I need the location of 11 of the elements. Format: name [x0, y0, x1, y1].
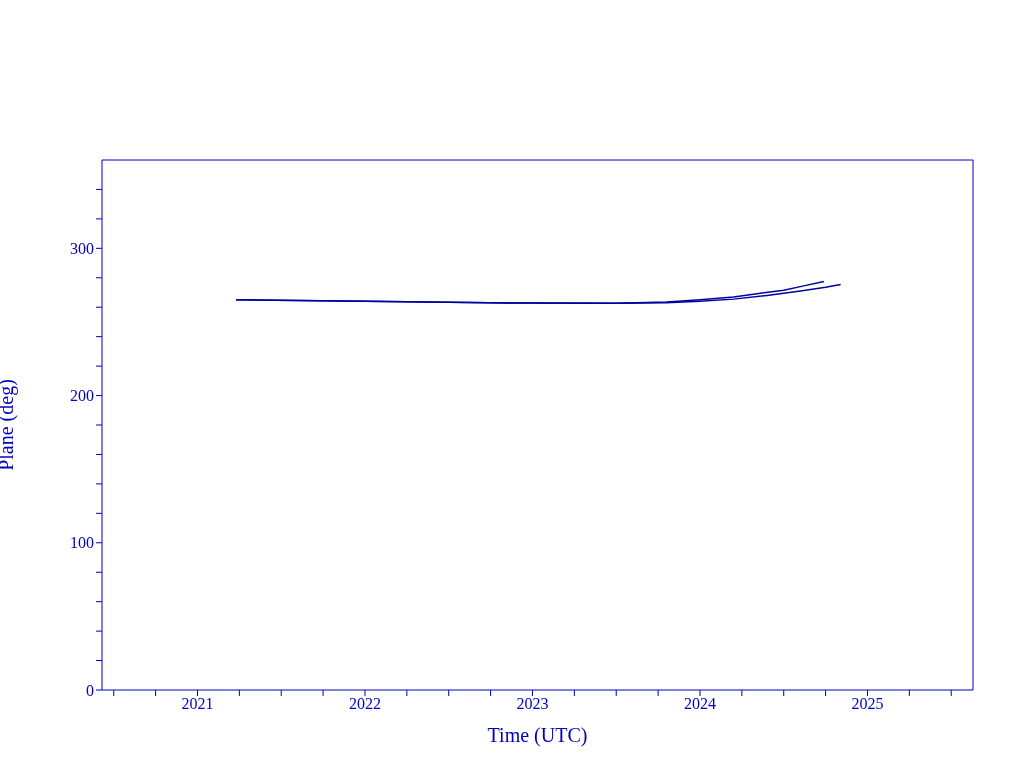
y-tick-label: 200 — [70, 387, 94, 405]
x-tick-label: 2023 — [516, 695, 549, 713]
y-tick-label: 300 — [70, 240, 94, 258]
x-tick-label: 2022 — [348, 695, 381, 713]
x-axis-title: Time (UTC) — [487, 724, 588, 747]
y-tick-label: 100 — [70, 534, 94, 552]
y-tick-label: 0 — [86, 681, 94, 699]
x-tick-label: 2024 — [683, 695, 716, 713]
x-tick-label: 2025 — [851, 695, 884, 713]
y-axis-title: Plane (deg) — [0, 379, 19, 471]
x-tick-label: 2021 — [181, 695, 214, 713]
